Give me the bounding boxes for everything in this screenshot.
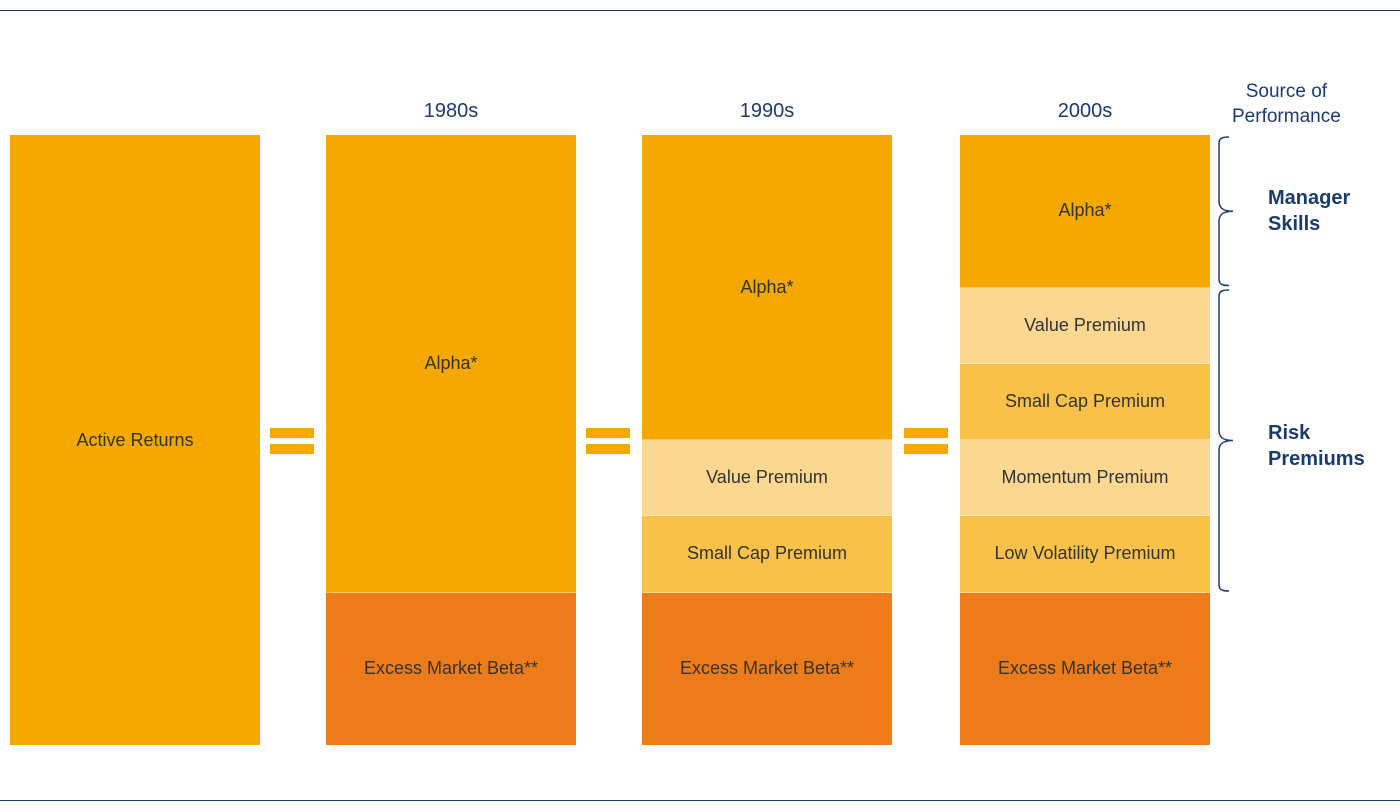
segment-alpha-: Alpha* [642, 135, 892, 440]
column-header-1990s: 1990s [642, 100, 892, 123]
segment-low-volatility-premium: Low Volatility Premium [960, 516, 1210, 592]
segment-active-returns: Active Returns [10, 135, 260, 745]
legend-risk-premiums: RiskPremiums [1268, 420, 1365, 472]
bottom-rule [0, 800, 1400, 801]
legend-title: Source ofPerformance [1232, 80, 1341, 129]
column-1: Alpha*Excess Market Beta** [326, 135, 576, 745]
equals-icon-1 [586, 428, 630, 460]
column-header-1980s: 1980s [326, 100, 576, 123]
segment-small-cap-premium: Small Cap Premium [960, 364, 1210, 440]
segment-excess-market-beta-: Excess Market Beta** [960, 593, 1210, 746]
equals-icon-0 [270, 428, 314, 460]
segment-value-premium: Value Premium [960, 288, 1210, 364]
column-0: Active Returns [10, 135, 260, 745]
segment-value-premium: Value Premium [642, 440, 892, 516]
segment-excess-market-beta-: Excess Market Beta** [642, 593, 892, 746]
equals-icon-2 [904, 428, 948, 460]
segment-alpha-: Alpha* [960, 135, 1210, 288]
segment-momentum-premium: Momentum Premium [960, 440, 1210, 516]
brace-risk-premiums [1215, 288, 1243, 593]
brace-manager-skills [1215, 135, 1243, 288]
column-3: Alpha*Value PremiumSmall Cap PremiumMome… [960, 135, 1210, 745]
top-rule [0, 10, 1400, 11]
segment-excess-market-beta-: Excess Market Beta** [326, 593, 576, 746]
column-header-2000s: 2000s [960, 100, 1210, 123]
segment-small-cap-premium: Small Cap Premium [642, 516, 892, 592]
segment-alpha-: Alpha* [326, 135, 576, 593]
column-2: Alpha*Value PremiumSmall Cap PremiumExce… [642, 135, 892, 745]
legend-manager-skills: ManagerSkills [1268, 185, 1350, 237]
